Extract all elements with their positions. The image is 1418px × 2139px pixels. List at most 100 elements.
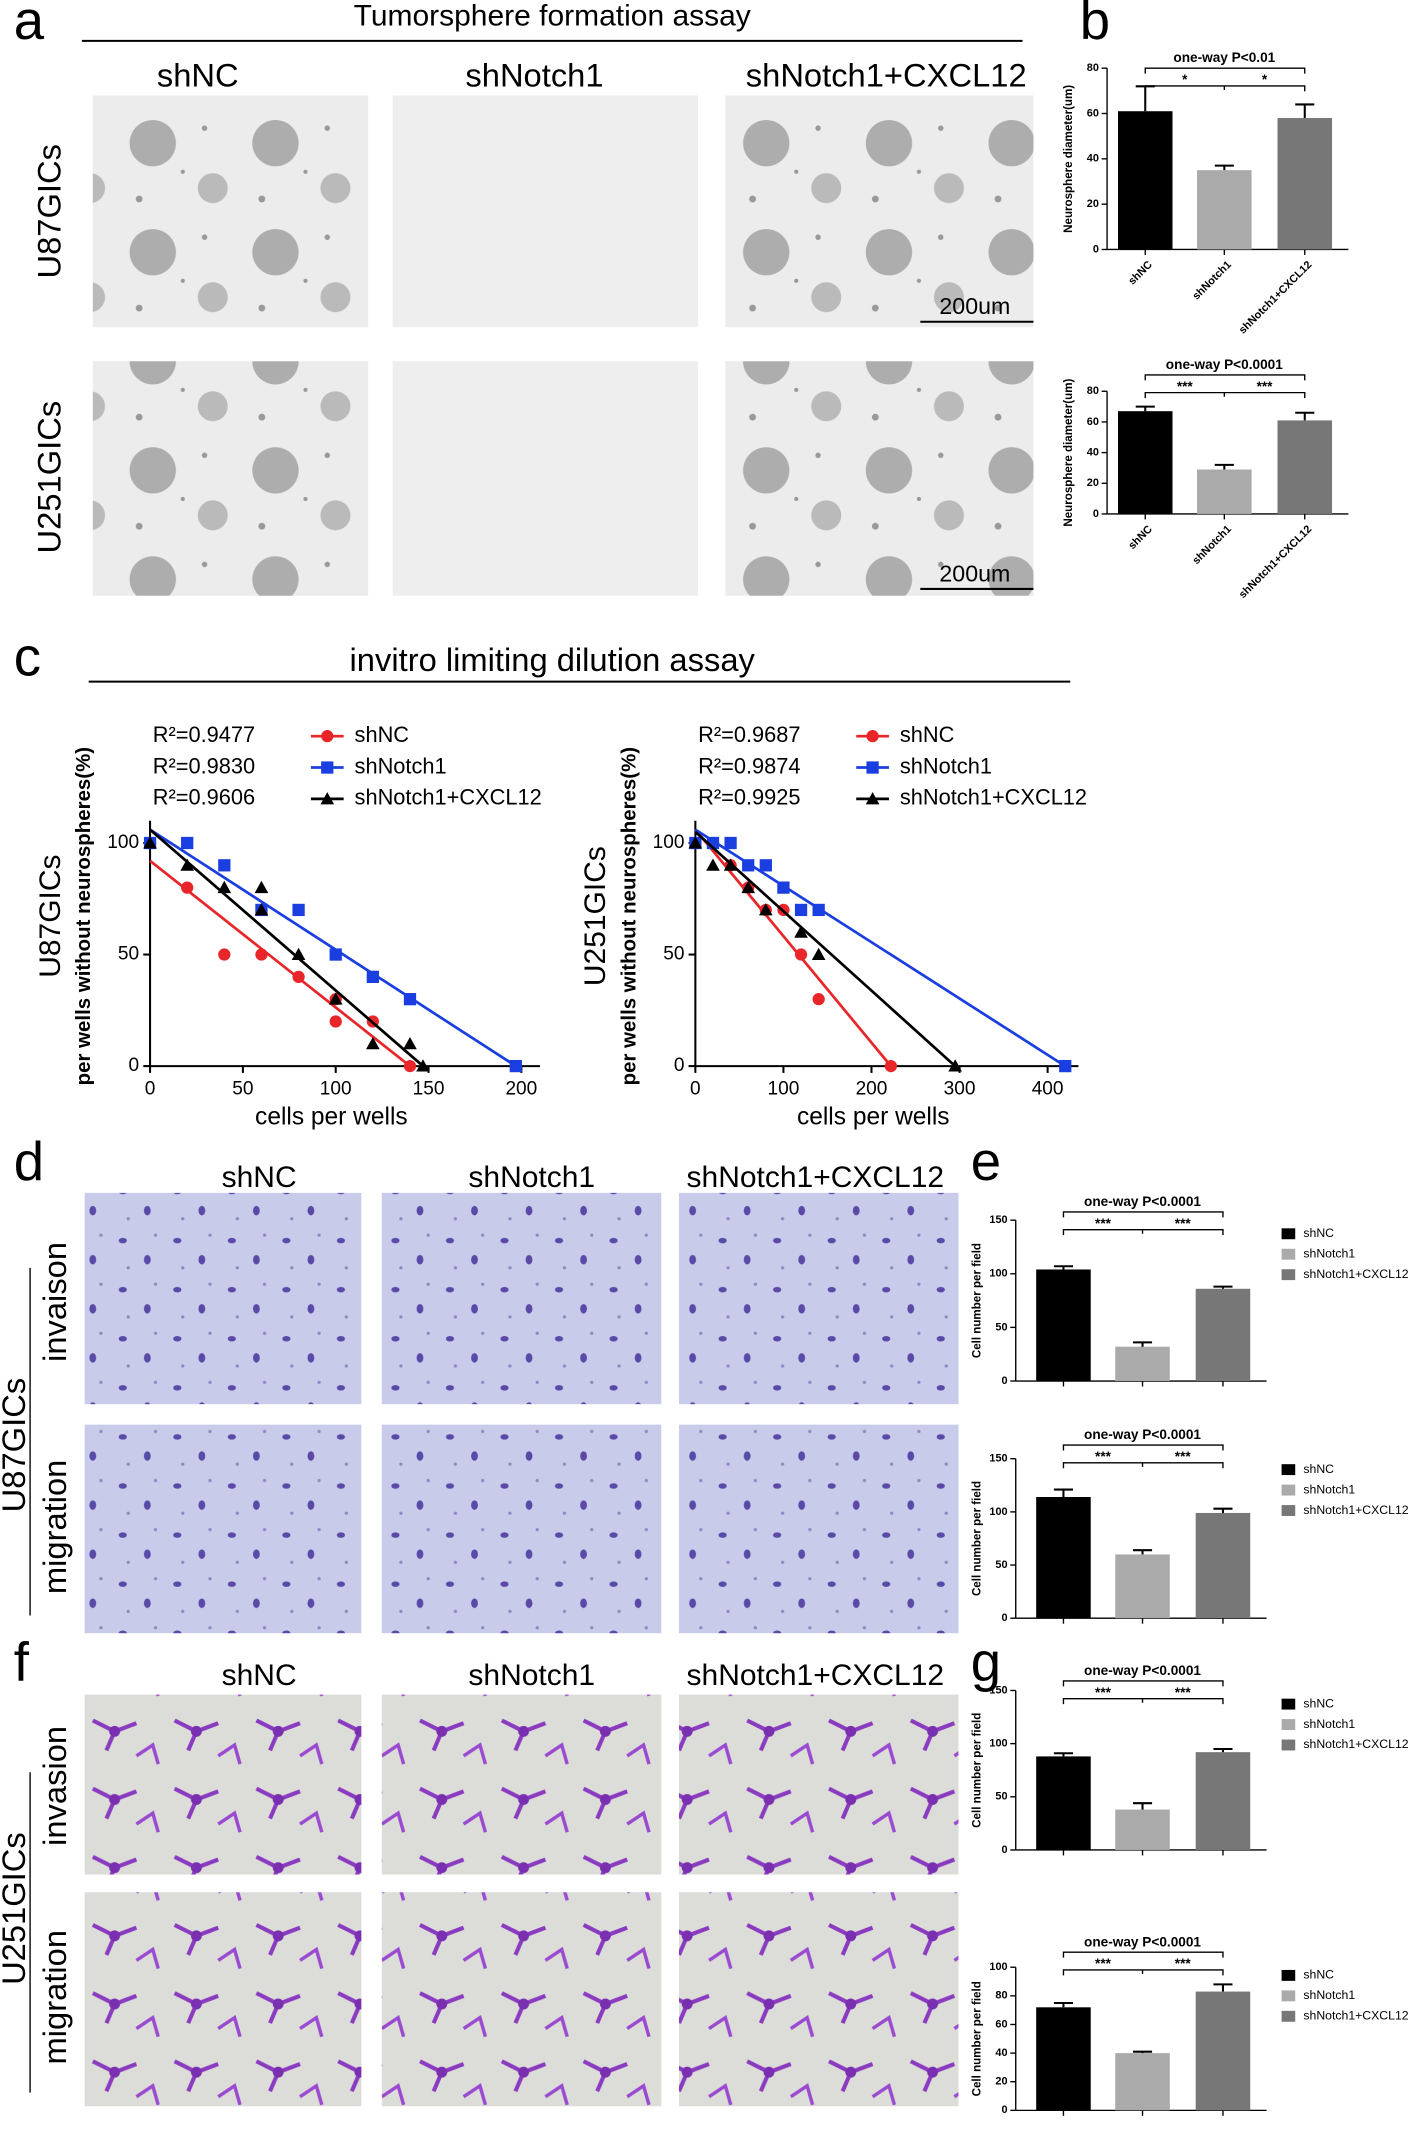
error-bar <box>1214 164 1234 171</box>
point <box>181 881 194 894</box>
annotation: *** <box>1175 1216 1192 1231</box>
bar <box>1036 1497 1091 1619</box>
point <box>291 947 306 961</box>
y-tick-label: 0 <box>674 1055 685 1076</box>
point <box>884 1059 898 1073</box>
annotation: *** <box>1095 1685 1112 1700</box>
annotation: *** <box>1095 1449 1112 1464</box>
point <box>794 948 808 961</box>
error-bar <box>1135 405 1155 412</box>
r-squared: R²=0.9925 <box>698 785 800 810</box>
y-tick-label: 100 <box>989 1961 1007 1973</box>
legend-marker <box>320 792 335 805</box>
x-tick-label: shNC <box>1126 523 1155 552</box>
y-axis-label: Cell number per field <box>972 1713 984 1828</box>
bracket <box>1062 1680 1224 1687</box>
point <box>741 880 756 894</box>
y-tick-label: 60 <box>995 2018 1007 2030</box>
x-axis-label: cells per wells <box>255 1103 408 1130</box>
bracket <box>1062 1229 1224 1236</box>
y-axis-label: Cell number per field <box>972 1243 984 1358</box>
micrograph <box>92 361 369 596</box>
column-label: shNotch1 <box>465 56 603 93</box>
x-tick-label: 300 <box>944 1078 976 1099</box>
row-label: migration <box>36 1460 73 1595</box>
micrograph <box>84 1192 362 1405</box>
point <box>794 925 808 938</box>
point <box>759 859 772 872</box>
point <box>366 1036 380 1050</box>
bar <box>1117 111 1173 250</box>
legend-label: shNotch1 <box>1303 1482 1355 1496</box>
micrograph <box>725 361 1034 596</box>
point <box>366 970 379 983</box>
point <box>403 1059 417 1073</box>
x-tick-label: 200 <box>505 1078 537 1099</box>
group-label: U251GICs <box>579 846 612 986</box>
bar <box>1277 118 1333 250</box>
point <box>724 836 737 850</box>
y-tick-label: 100 <box>107 832 139 853</box>
y-axis-label: Neurosphere diameter(um) <box>1063 378 1075 526</box>
x-tick-label: 0 <box>690 1078 701 1099</box>
point <box>416 1059 430 1072</box>
micrograph <box>725 95 1034 328</box>
annotation: one-way P<0.01 <box>1173 50 1275 65</box>
error-bar <box>1132 1341 1153 1347</box>
bar <box>1115 1346 1170 1382</box>
annotation: one-way P<0.0001 <box>1084 1934 1201 1949</box>
point <box>329 948 342 961</box>
x-tick-label: 400 <box>1032 1078 1064 1099</box>
panel-letter: f <box>14 1631 30 1692</box>
error-bar <box>1295 411 1315 421</box>
x-tick-label: 0 <box>145 1078 156 1099</box>
legend-label: shNotch1+CXCL12 <box>355 785 542 810</box>
column-label: shNotch1+CXCL12 <box>687 1659 945 1692</box>
legend-label: shNotch1 <box>1303 1246 1355 1260</box>
y-tick-label: 50 <box>663 944 684 965</box>
fit-line <box>694 830 957 1068</box>
point <box>759 903 773 916</box>
annotation: * <box>1262 72 1268 87</box>
annotation: one-way P<0.0001 <box>1166 357 1283 372</box>
y-tick-label: 60 <box>1087 107 1099 119</box>
column-label: shNotch1 <box>468 1659 595 1692</box>
y-tick-label: 80 <box>1087 385 1099 397</box>
y-tick-label: 100 <box>653 832 685 853</box>
r-squared: R²=0.9606 <box>153 785 255 810</box>
bar <box>1115 2053 1170 2111</box>
bar <box>1195 1288 1251 1382</box>
legend-swatch <box>1281 1228 1296 1240</box>
y-tick-label: 0 <box>1001 1844 1007 1856</box>
point <box>329 1015 342 1028</box>
micrograph <box>381 1424 662 1634</box>
x-tick-label: 100 <box>320 1078 352 1099</box>
row-label: U87GICs <box>31 144 68 279</box>
error-bar <box>1053 1752 1073 1757</box>
cell-line-label: U251GICs <box>0 1832 32 1985</box>
error-bar <box>1295 103 1315 119</box>
micrograph <box>84 1694 362 1875</box>
column-label: shNotch1 <box>468 1161 595 1194</box>
bracket <box>1062 1697 1224 1705</box>
column-label: shNC <box>222 1659 297 1692</box>
group-label: U87GICs <box>34 854 67 977</box>
y-axis-label: Cell number per field <box>972 1481 984 1596</box>
point <box>812 903 825 917</box>
annotation: *** <box>1095 1216 1112 1231</box>
annotation: *** <box>1175 1956 1192 1971</box>
micrograph <box>392 361 699 596</box>
y-tick-label: 150 <box>989 1684 1007 1696</box>
legend-label: shNC <box>1303 1696 1334 1710</box>
annotation: one-way P<0.0001 <box>1084 1663 1201 1678</box>
bar <box>1036 2007 1091 2111</box>
error-bar <box>1132 2050 1153 2054</box>
legend-marker <box>866 730 879 743</box>
y-tick-label: 40 <box>1087 153 1099 165</box>
x-tick-label: shNotch1+CXCL12 <box>1237 523 1315 601</box>
y-tick-label: 150 <box>989 1214 1007 1226</box>
point <box>292 970 305 983</box>
legend-label: shNC <box>355 722 410 747</box>
